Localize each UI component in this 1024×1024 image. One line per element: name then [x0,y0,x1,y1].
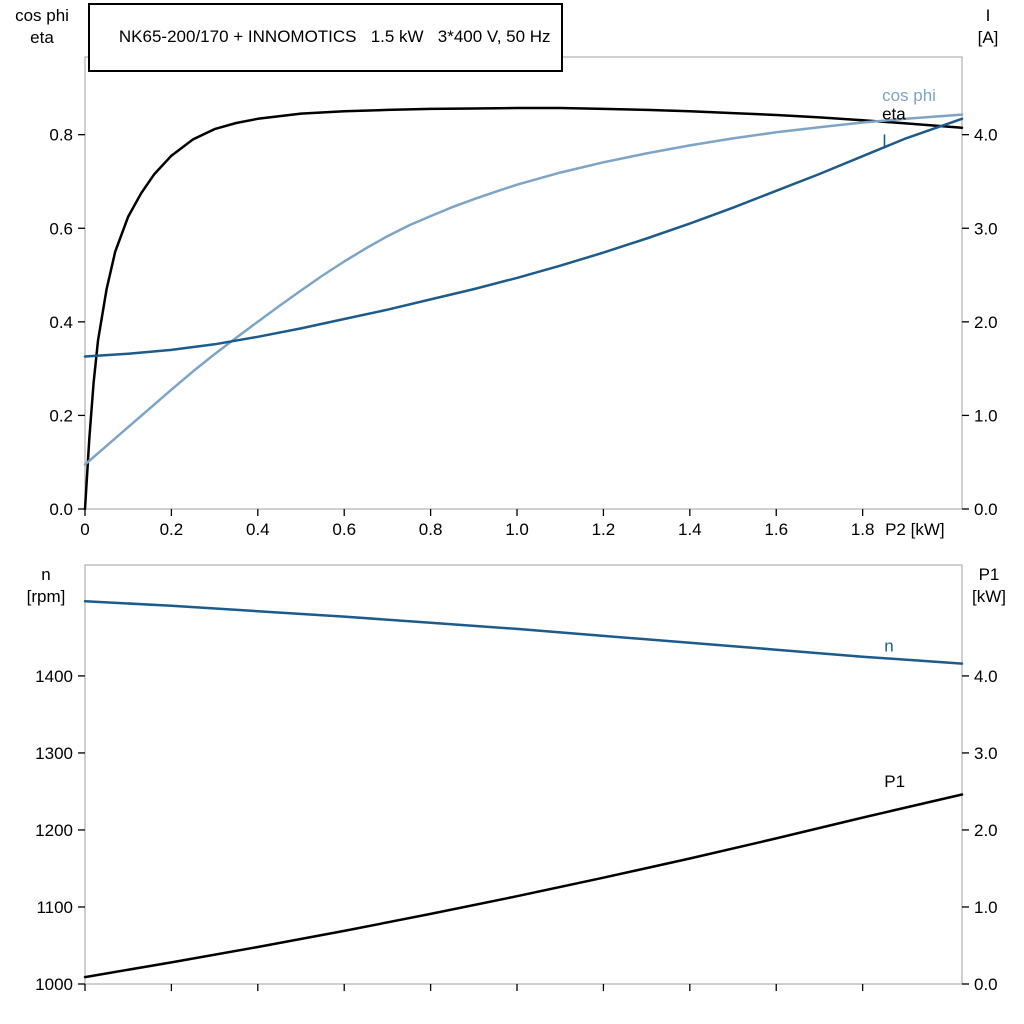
tick-label: 0.4 [246,520,270,539]
tick-label: 1000 [35,975,73,994]
tick-label: 1.0 [974,406,998,425]
tick-label: 1400 [35,667,73,686]
tick-label: 0.0 [974,500,998,519]
series-label-eta: eta [882,105,906,124]
tick-label: 0.0 [49,500,73,519]
tick-label: 0 [80,520,89,539]
tick-label: 2.0 [974,313,998,332]
axis-title-line: [kW] [972,587,1006,606]
series-label-P1: P1 [884,772,905,791]
tick-label: 0.8 [419,520,443,539]
tick-label: 1.0 [505,520,529,539]
tick-label: 1100 [36,898,73,917]
tick-label: 0.2 [49,406,73,425]
tick-label: 1300 [35,744,73,763]
curve-p1 [83,793,964,979]
tick-label: 1.4 [678,520,702,539]
tick-label: 1.6 [764,520,788,539]
tick-label: 0.8 [49,126,73,145]
axis-title-line: n [41,565,51,584]
tick-label: 2.0 [974,821,998,840]
bottom-chart-left-axis-title: n [rpm] [10,564,82,608]
axis-title-line: [rpm] [26,587,66,606]
curve-n [83,599,964,665]
series-label-n: n [884,636,893,655]
chart-title: NK65-200/170 + INNOMOTICS 1.5 kW 3*400 V… [118,27,551,46]
tick-label: 1.8 [851,520,875,539]
top-chart-left-axis-title: cos phi eta [4,5,80,49]
x-axis-title: P2 [kW] [885,520,945,539]
tick-label: 4.0 [974,126,998,145]
tick-label: 3.0 [974,219,998,238]
top-chart-right-axis-title: I [A] [960,5,1016,49]
plot-frame [84,564,963,985]
tick-label: 1200 [35,821,73,840]
axis-title-line: P1 [978,565,1000,584]
tick-label: 1.2 [592,520,616,539]
plot-frame [84,56,963,510]
axis-title-line: I [985,6,991,25]
axis-title-line: eta [30,28,54,47]
tick-label: 3.0 [974,744,998,763]
series-label-cos phi: cos phi [882,86,936,105]
tick-label: 0.6 [49,219,73,238]
curve-current [83,117,964,358]
series-label-I: I [882,131,887,150]
bottom-chart-right-axis-title: P1 [kW] [958,564,1020,608]
chart-title-box: NK65-200/170 + INNOMOTICS 1.5 kW 3*400 V… [88,3,563,72]
curve-eta [83,106,964,511]
tick-label: 0.4 [49,313,73,332]
tick-label: 0.0 [974,975,998,994]
tick-label: 0.2 [160,520,184,539]
tick-label: 4.0 [974,667,998,686]
axis-title-line: cos phi [15,6,69,25]
tick-label: 0.6 [332,520,356,539]
curve-cos-phi [83,113,964,466]
axis-title-line: [A] [977,28,999,47]
tick-label: 1.0 [974,898,998,917]
